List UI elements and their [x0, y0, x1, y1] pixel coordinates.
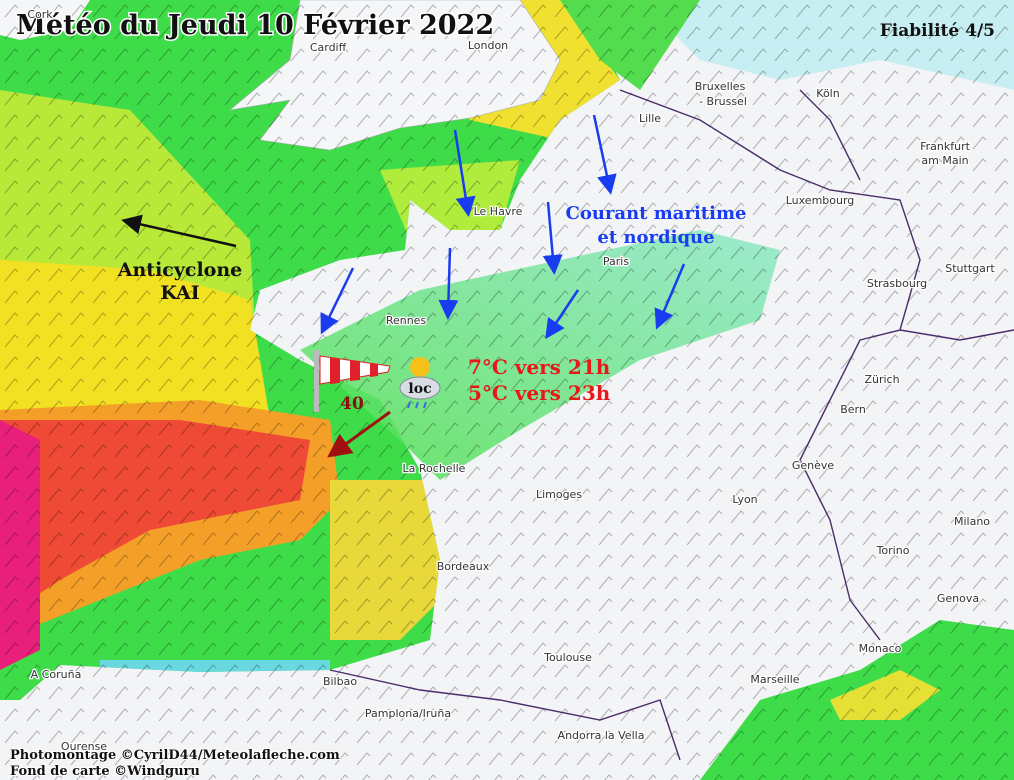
wind-speed: 40	[340, 394, 364, 414]
wind-arrow	[327, 410, 391, 458]
anticyclone-label: Anticyclone	[117, 259, 243, 281]
city-label: Zürich	[864, 373, 899, 386]
city-label: Lille	[639, 112, 661, 125]
anticyclone-label: KAI	[160, 282, 199, 304]
current-arrows	[320, 114, 686, 340]
weather-icon	[399, 357, 441, 409]
city-label: Bruxelles	[695, 80, 746, 93]
city-label: Andorra la Vella	[558, 729, 645, 742]
city-label: La Rochelle	[403, 462, 466, 475]
temperature-label: 7°C vers 21h	[468, 355, 611, 379]
city-label: London	[468, 39, 508, 52]
city-label: Milano	[954, 515, 990, 528]
city-label: Toulouse	[543, 651, 592, 664]
city-label: - Brussel	[699, 95, 747, 108]
city-label: Luxembourg	[786, 194, 855, 207]
city-label: Cork	[27, 8, 53, 21]
anticyclone-arrow	[121, 214, 237, 248]
credit: Fond de carte ©Windguru	[10, 764, 200, 779]
city-label: Cardiff	[310, 41, 347, 54]
city-label: Le Havre	[474, 205, 523, 218]
city-label: Bilbao	[323, 675, 357, 688]
credit: Photomontage ©CyrilD44/Meteolafleche.com	[10, 748, 340, 763]
city-label: Köln	[816, 87, 839, 100]
windsock-icon	[314, 350, 391, 412]
city-label: Limoges	[536, 488, 582, 501]
title: Météo du Jeudi 10 Février 2022	[16, 10, 494, 41]
temperature-label: 5°C vers 23h	[468, 381, 611, 405]
city-label: Paris	[603, 255, 629, 268]
current-label: et nordique	[597, 227, 714, 248]
city-label: Lyon	[732, 493, 757, 506]
city-label: am Main	[921, 154, 968, 167]
city-labels: Cork Cardiff London Bruxelles - Brussel Köln F…	[26, 7, 997, 755]
city-label: Bordeaux	[437, 560, 490, 573]
borders	[329, 89, 1014, 761]
city-label: Pamplona/Iruña	[365, 707, 451, 720]
reliability: Fiabilité 4/5	[880, 21, 995, 41]
city-label: Ourense	[61, 740, 107, 753]
current-label: Courant maritime	[566, 203, 747, 224]
city-label: Frankfurt	[920, 140, 970, 153]
city-label: Genève	[792, 459, 835, 472]
city-label: A Coruña	[31, 668, 82, 681]
city-label: Bern	[840, 403, 866, 416]
location-label: loc	[408, 381, 431, 397]
city-label: Rennes	[386, 314, 427, 327]
city-label: Strasbourg	[867, 277, 927, 290]
city-label: Marseille	[750, 673, 799, 686]
city-label: Stuttgart	[945, 262, 995, 275]
city-label: Genova	[937, 592, 979, 605]
city-label: Monaco	[859, 642, 902, 655]
city-label: Torino	[876, 544, 910, 557]
